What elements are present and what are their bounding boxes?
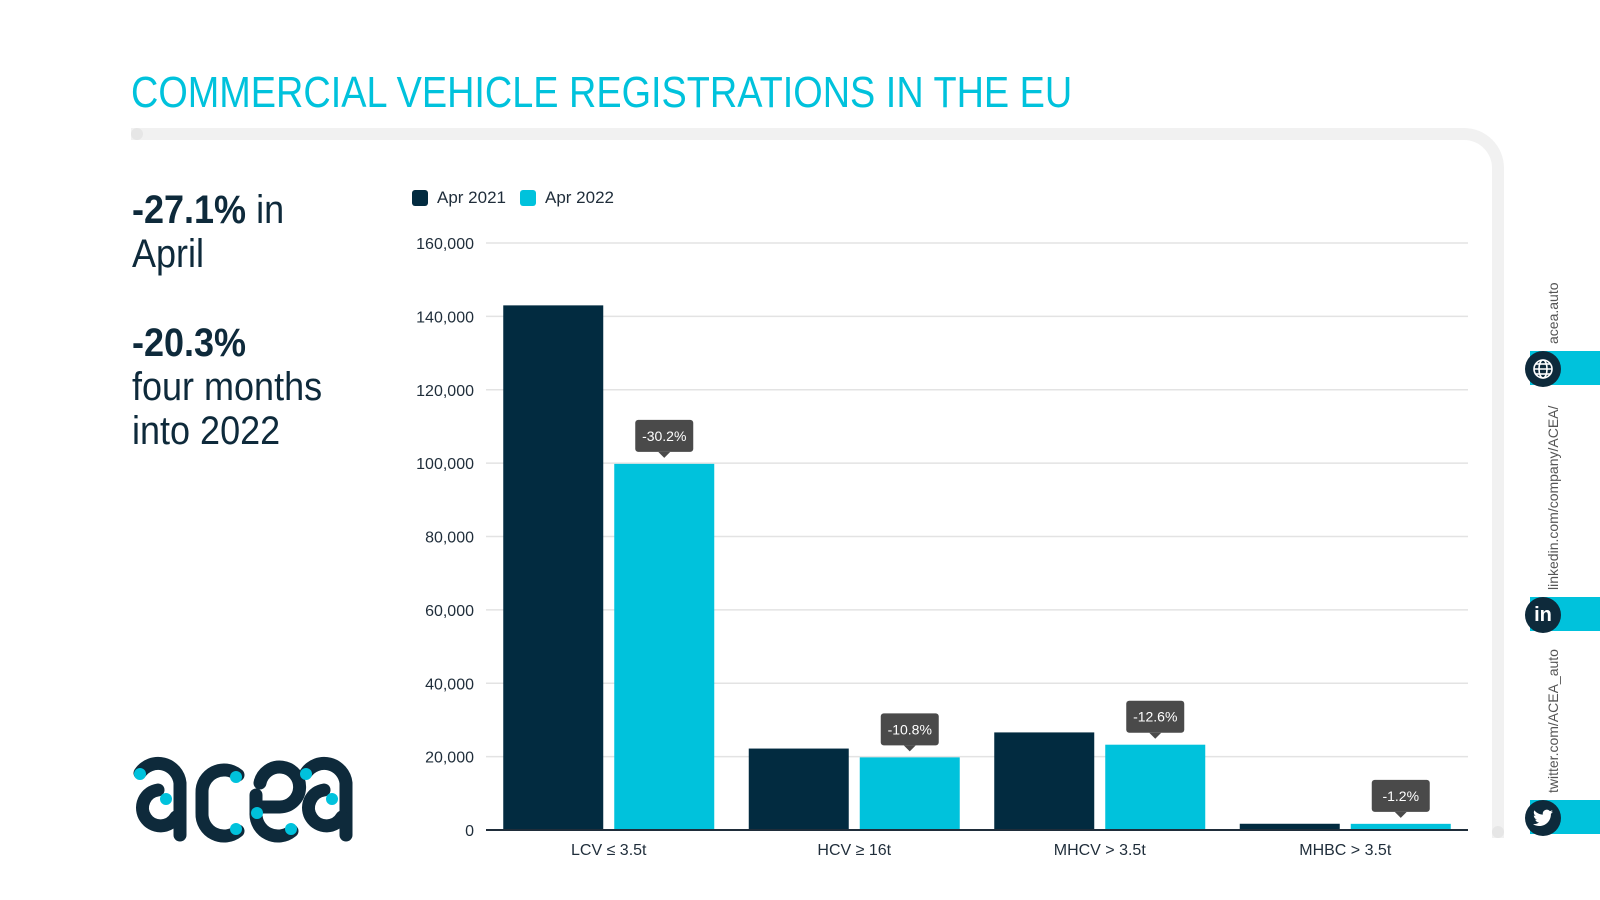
- callout-label: -12.6%: [1133, 709, 1177, 725]
- bar-2021[interactable]: [503, 305, 604, 830]
- legend-swatch-2021: [412, 190, 428, 206]
- bar-2021[interactable]: [994, 732, 1095, 830]
- y-tick-label: 80,000: [425, 530, 474, 547]
- callout-pointer: [658, 451, 671, 458]
- chart-legend: Apr 2021 Apr 2022: [412, 188, 628, 208]
- legend-label-2021: Apr 2021: [437, 188, 506, 207]
- bar-2021[interactable]: [1239, 823, 1340, 830]
- twitter-icon[interactable]: [1525, 800, 1561, 836]
- kpi-april: -27.1% in April: [132, 188, 284, 276]
- bar-2022[interactable]: [859, 757, 960, 830]
- y-tick-label: 160,000: [416, 236, 474, 253]
- kpi-april-inline: in: [246, 188, 285, 232]
- kpi-ytd: -20.3% four months into 2022: [132, 321, 322, 453]
- legend-label-2022: Apr 2022: [545, 188, 614, 207]
- legend-swatch-2022: [520, 190, 536, 206]
- x-category-label: HCV ≥ 16t: [817, 842, 891, 859]
- y-tick-label: 0: [465, 823, 474, 840]
- callout-box: [1126, 700, 1185, 733]
- y-tick-label: 20,000: [425, 750, 474, 767]
- bar-2021[interactable]: [748, 748, 849, 830]
- bar-2022[interactable]: [1350, 823, 1451, 830]
- bar-2022[interactable]: [614, 463, 715, 830]
- linkedin-text[interactable]: linkedin.com/company/ACEA/: [1545, 405, 1561, 590]
- callout-label: -30.2%: [642, 428, 686, 444]
- frame-dot: [131, 128, 143, 140]
- page-title: COMMERCIAL VEHICLE REGISTRATIONS IN THE …: [131, 68, 1073, 117]
- website-text[interactable]: acea.auto: [1545, 282, 1561, 345]
- callout-box: [635, 419, 694, 452]
- y-tick-label: 140,000: [416, 309, 474, 326]
- callout-pointer: [1394, 811, 1407, 818]
- kpi-april-value: -27.1%: [132, 188, 247, 232]
- kpi-ytd-text-2: into 2022: [132, 409, 281, 453]
- callout-label: -10.8%: [888, 721, 932, 737]
- bar-2022[interactable]: [1105, 744, 1206, 830]
- y-tick-label: 120,000: [416, 383, 474, 400]
- x-category-label: MHBC > 3.5t: [1299, 842, 1392, 859]
- kpi-april-text: April: [132, 232, 205, 276]
- frame-border: [131, 128, 1504, 838]
- callout-pointer: [1149, 732, 1162, 739]
- kpi-ytd-value: -20.3%: [132, 321, 247, 365]
- callout-pointer: [903, 745, 916, 752]
- linkedin-icon[interactable]: in: [1525, 597, 1561, 633]
- y-tick-label: 40,000: [425, 676, 474, 693]
- acea-logo: [133, 757, 353, 843]
- x-category-label: LCV ≤ 3.5t: [571, 842, 647, 859]
- callout-box: [880, 713, 939, 746]
- x-category-label: MHCV > 3.5t: [1054, 842, 1147, 859]
- kpi-ytd-text-1: four months: [132, 365, 323, 409]
- legend-item-2021[interactable]: Apr 2021: [412, 188, 506, 208]
- y-tick-label: 100,000: [416, 456, 474, 473]
- legend-item-2022[interactable]: Apr 2022: [520, 188, 614, 208]
- twitter-text[interactable]: twitter.com/ACEA_auto: [1545, 649, 1561, 793]
- frame-dot: [1492, 826, 1504, 838]
- globe-icon[interactable]: [1525, 351, 1561, 387]
- callout-label: -1.2%: [1382, 788, 1419, 804]
- callout-box: [1371, 779, 1430, 812]
- y-tick-label: 60,000: [425, 603, 474, 620]
